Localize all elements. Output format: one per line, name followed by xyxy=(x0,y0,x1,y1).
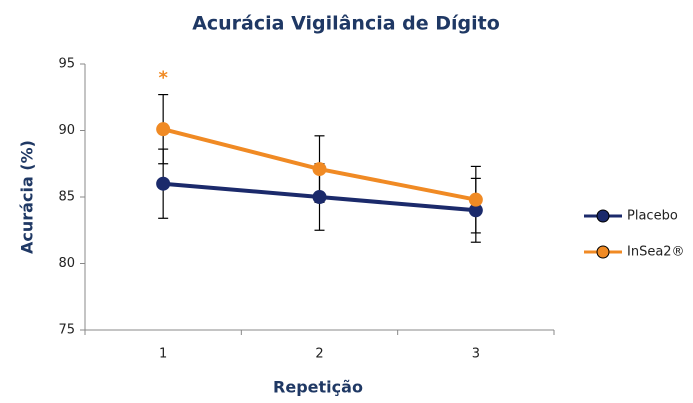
legend-marker xyxy=(596,209,610,223)
y-tick-label: 80 xyxy=(58,256,75,271)
y-tick-label: 85 xyxy=(58,190,75,205)
legend-label: Placebo xyxy=(627,209,678,224)
marker xyxy=(156,176,171,191)
x-tick-label: 1 xyxy=(159,347,167,362)
x-axis-label: Repetição xyxy=(273,378,363,397)
marker xyxy=(312,190,327,204)
marker xyxy=(468,192,483,207)
y-tick-label: 95 xyxy=(58,57,75,72)
annotation: * xyxy=(158,68,168,89)
legend-marker xyxy=(596,245,610,259)
x-tick-label: 2 xyxy=(315,347,323,362)
legend-label: InSea2® xyxy=(627,245,685,260)
y-tick-label: 90 xyxy=(58,123,75,138)
marker xyxy=(468,203,483,218)
y-tick-label: 75 xyxy=(58,323,75,338)
chart-title: Acurácia Vigilância de Dígito xyxy=(192,13,500,35)
y-axis-label: Acurácia (%) xyxy=(18,140,37,254)
marker xyxy=(312,162,327,177)
x-tick-label: 3 xyxy=(472,347,480,362)
marker xyxy=(156,122,171,137)
